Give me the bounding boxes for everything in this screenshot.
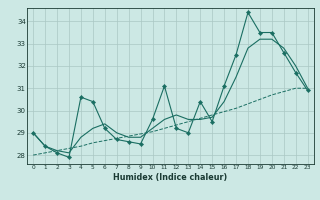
X-axis label: Humidex (Indice chaleur): Humidex (Indice chaleur) [113, 173, 228, 182]
